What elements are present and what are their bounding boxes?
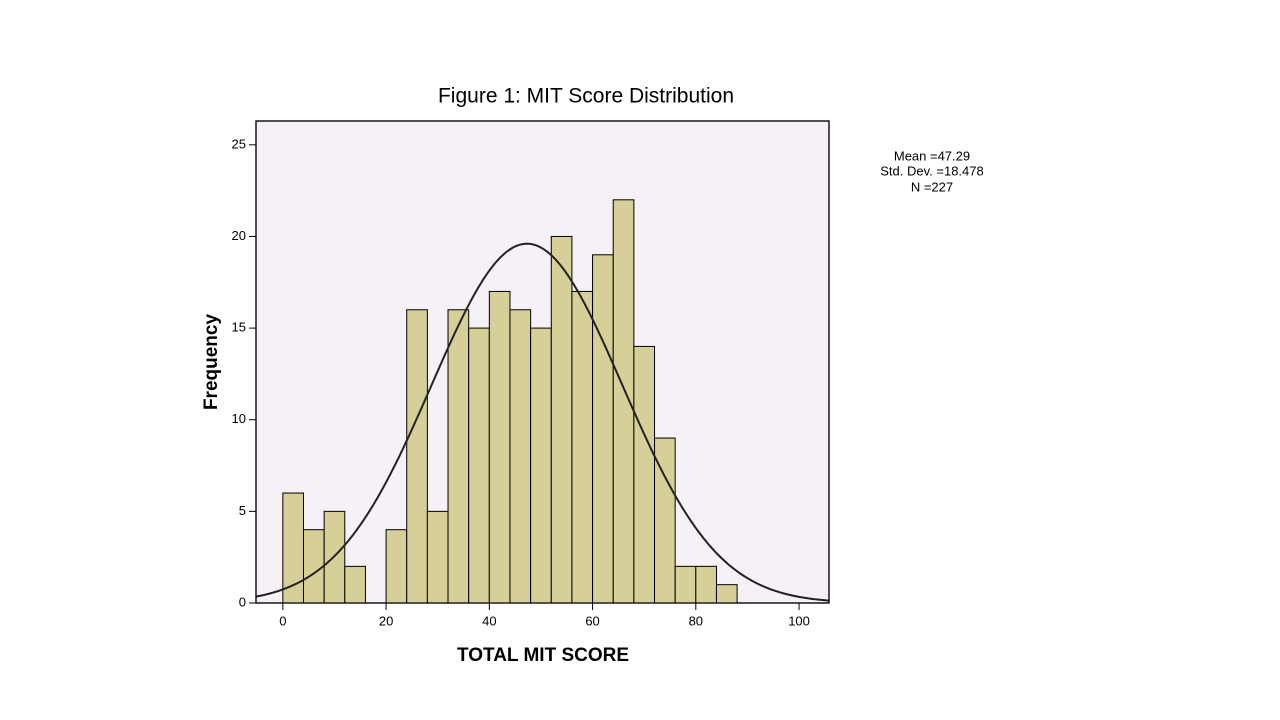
y-tick-label: 0 <box>239 594 246 609</box>
x-tick-label: 60 <box>585 613 599 628</box>
x-tick-label: 100 <box>788 613 810 628</box>
stat-sd: Std. Dev. =18.478 <box>880 163 983 178</box>
x-tick-label: 20 <box>379 613 393 628</box>
bar <box>302 529 325 604</box>
bar <box>530 327 552 604</box>
x-tick-label: 0 <box>279 613 286 628</box>
y-tick-label: 25 <box>232 136 246 151</box>
y-axis-label: Frequency <box>201 314 222 411</box>
x-tick-label: 80 <box>689 613 703 628</box>
bar <box>674 565 697 604</box>
y-tick-label: 10 <box>232 411 246 426</box>
bar <box>612 199 635 604</box>
bar <box>571 290 594 604</box>
bar <box>633 345 656 604</box>
stat-n: N =227 <box>911 179 953 194</box>
x-tick-label: 40 <box>482 613 496 628</box>
bar <box>509 309 532 604</box>
bar <box>550 235 573 604</box>
x-axis-label: TOTAL MIT SCORE <box>457 645 629 666</box>
bar <box>426 510 449 604</box>
bar <box>282 492 304 604</box>
normal-curve <box>255 242 830 602</box>
bar <box>695 565 717 604</box>
bar <box>468 327 490 604</box>
y-tick-label: 20 <box>232 228 246 243</box>
stat-mean: Mean =47.29 <box>894 148 970 163</box>
bar <box>344 565 366 604</box>
plot-area <box>255 120 830 604</box>
bar <box>406 309 428 604</box>
y-tick-label: 5 <box>239 503 246 518</box>
bar <box>488 290 511 604</box>
bar <box>592 254 614 604</box>
bar <box>715 584 738 604</box>
bar <box>385 529 408 604</box>
bar <box>447 309 470 604</box>
y-tick-label: 15 <box>232 320 246 335</box>
chart-title: Figure 1: MIT Score Distribution <box>438 85 734 108</box>
